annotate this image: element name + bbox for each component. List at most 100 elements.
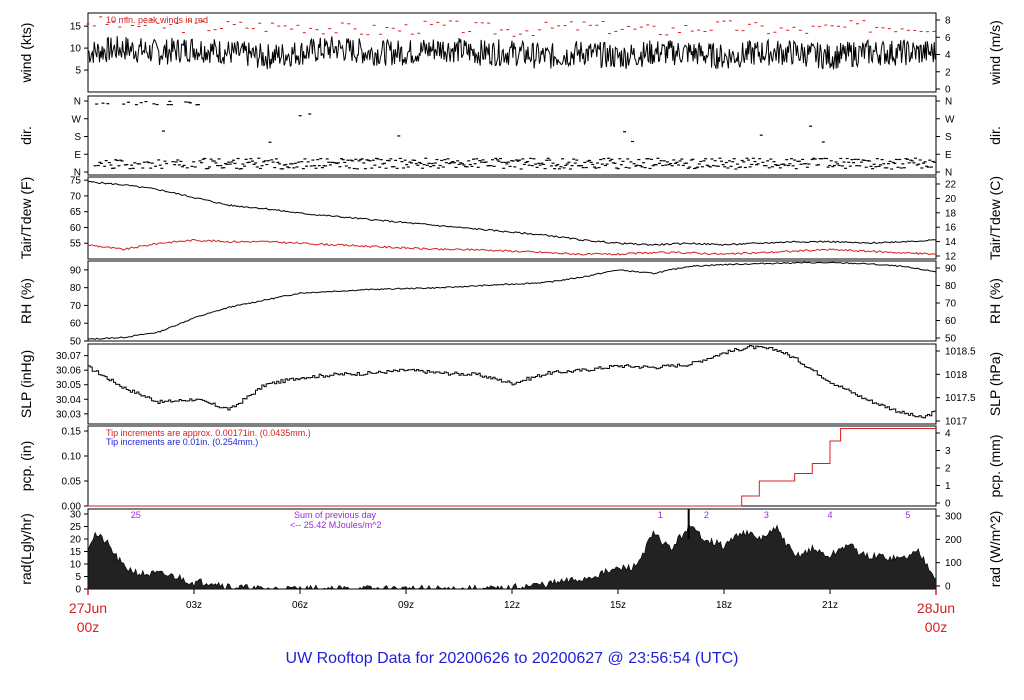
y-tick-label: S (74, 132, 81, 143)
y-axis-label-right: pcp. (mm) (987, 435, 1003, 498)
panel-frame (87, 176, 937, 260)
y-axis-label-right: SLP (hPa) (987, 352, 1003, 416)
y-tick-label-right: 2 (945, 464, 951, 475)
tip-note-blue: Tip increments are 0.01in. (0.254mm.) (106, 437, 258, 447)
y-axis-label: RH (%) (18, 278, 34, 324)
x-tick-label: 09z (398, 600, 414, 611)
y-tick-label: 60 (70, 223, 82, 234)
y-axis-label-right: RH (%) (987, 278, 1003, 324)
panel-frame (87, 343, 937, 425)
y-tick-label-right: 14 (945, 237, 957, 248)
precip-line (88, 428, 936, 507)
y-tick-label: 5 (75, 66, 81, 77)
y-tick-label: 0.10 (62, 452, 82, 463)
y-tick-label-right: 0 (945, 499, 951, 510)
peak-wind-note: 10 min. peak winds in red (106, 15, 208, 25)
y-tick-label-right: 20 (945, 194, 957, 205)
y-tick-label: 10 (70, 560, 82, 571)
y-tick-label: 15 (70, 547, 82, 558)
x-tick-label: 15z (610, 600, 626, 611)
y-tick-label: 20 (70, 535, 82, 546)
chart-title: UW Rooftop Data for 20200626 to 20200627… (285, 650, 739, 667)
y-tick-label-right: 70 (945, 299, 957, 310)
y-tick-label: 30 (70, 510, 82, 521)
y-tick-label-right: N (945, 168, 952, 179)
y-tick-label: 0.00 (62, 502, 82, 513)
y-tick-label-right: 18 (945, 208, 957, 219)
y-tick-label-right: 8 (945, 16, 951, 27)
y-tick-label: 70 (70, 301, 82, 312)
x-start-time: 00z (77, 619, 100, 635)
y-tick-label-right: W (945, 114, 955, 125)
wind-speed-line (87, 36, 937, 70)
x-end-time: 00z (925, 619, 948, 635)
y-axis-label: pcp. (in) (18, 441, 34, 492)
y-tick-label: 30.07 (56, 351, 81, 362)
y-axis-label: wind (kts) (18, 23, 34, 84)
y-tick-label: 55 (70, 239, 82, 250)
y-tick-label: 30.06 (56, 366, 81, 377)
x-tick-label: 18z (716, 600, 732, 611)
y-tick-label-right: 16 (945, 223, 957, 234)
y-axis-label: dir. (18, 126, 34, 145)
slp-line (88, 345, 937, 419)
hour-label: 4 (827, 510, 832, 520)
tip-note-red: Tip increments are approx. 0.00171in. (0… (106, 428, 311, 438)
y-tick-label: 70 (70, 191, 82, 202)
wind-direction-points (93, 100, 937, 170)
y-axis-label-right: dir. (987, 126, 1003, 145)
y-axis-label-right: rad (W/m^2) (987, 511, 1003, 588)
y-tick-label-right: 90 (945, 264, 957, 275)
y-tick-label-right: 1018 (945, 370, 968, 381)
y-tick-label: 5 (75, 572, 81, 583)
y-tick-label-right: E (945, 150, 952, 161)
y-tick-label-right: 50 (945, 334, 957, 345)
y-tick-label-right: 22 (945, 180, 957, 191)
x-start-date: 27Jun (69, 600, 107, 616)
y-tick-label-right: 3 (945, 446, 951, 457)
x-tick-label: 03z (186, 600, 202, 611)
y-tick-label-right: 1 (945, 481, 951, 492)
y-tick-label: 25 (70, 522, 82, 533)
y-tick-label-right: 80 (945, 281, 957, 292)
y-tick-label: 30.03 (56, 409, 81, 420)
hour-label: 5 (905, 510, 910, 520)
y-tick-label-right: 6 (945, 33, 951, 44)
y-tick-label: 80 (70, 283, 82, 294)
y-tick-label-right: 60 (945, 316, 957, 327)
panel-frame (87, 260, 937, 342)
x-tick-label: 06z (292, 600, 308, 611)
y-tick-label: 50 (70, 337, 82, 348)
y-tick-label-right: 1018.5 (945, 347, 976, 358)
y-tick-label-right: N (945, 97, 952, 108)
y-tick-label: N (74, 97, 81, 108)
y-axis-label-right: wind (m/s) (987, 20, 1003, 86)
y-tick-label: E (74, 150, 81, 161)
sum-value: <-- 25.42 MJoules/m^2 (290, 520, 382, 530)
y-tick-label-right: 0 (945, 85, 951, 96)
sum-note: Sum of previous day (294, 510, 377, 520)
y-tick-label-right: S (945, 132, 952, 143)
air-temp-line (87, 180, 937, 246)
y-tick-label-right: 1017.5 (945, 393, 976, 404)
y-axis-label: SLP (inHg) (18, 350, 34, 418)
y-axis-label-right: Tair/Tdew (C) (987, 176, 1003, 260)
hour-label: 1 (658, 510, 663, 520)
panel-frame (87, 95, 937, 176)
x-end-date: 28Jun (917, 600, 955, 616)
rh-line (87, 261, 937, 340)
y-tick-label: 10 (70, 44, 82, 55)
x-tick-label: 12z (504, 600, 520, 611)
dewpoint-line (87, 239, 937, 256)
y-tick-label: 90 (70, 265, 82, 276)
y-tick-label-right: 200 (945, 535, 962, 546)
y-tick-label-right: 0 (945, 582, 951, 593)
y-tick-label: 75 (70, 176, 82, 187)
y-tick-label-right: 4 (945, 50, 951, 61)
y-tick-label: 30.04 (56, 395, 81, 406)
y-tick-label-right: 2 (945, 67, 951, 78)
hour-label: 25 (131, 510, 141, 520)
hour-label: 2 (704, 510, 709, 520)
y-tick-label-right: 1017 (945, 417, 968, 428)
y-axis-label: rad(Lgly/hr) (18, 513, 34, 585)
